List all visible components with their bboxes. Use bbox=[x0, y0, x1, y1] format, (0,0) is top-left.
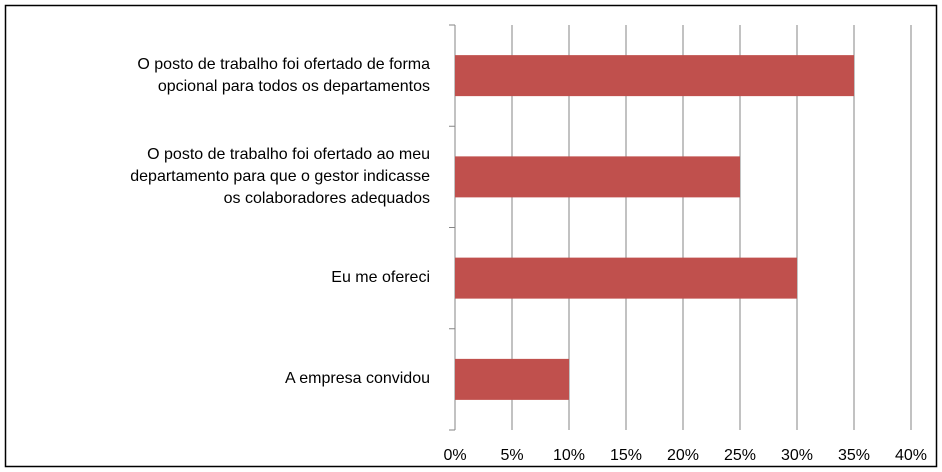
y-tick-label: O posto de trabalho foi ofertado ao meu … bbox=[130, 145, 430, 207]
x-tick-label: 35% bbox=[838, 447, 870, 464]
y-tick-label: O posto de trabalho foi ofertado de form… bbox=[137, 55, 430, 95]
bar bbox=[455, 55, 854, 97]
y-tick-label: A empresa convidou bbox=[285, 370, 430, 388]
bar bbox=[455, 257, 797, 299]
x-tick-label: 20% bbox=[667, 447, 699, 464]
x-tick-label: 0% bbox=[443, 447, 466, 464]
x-tick-label: 25% bbox=[724, 447, 756, 464]
x-tick-label: 40% bbox=[895, 447, 927, 464]
bar bbox=[455, 358, 569, 400]
x-tick-label: 10% bbox=[553, 447, 585, 464]
x-tick-label: 30% bbox=[781, 447, 813, 464]
bar bbox=[455, 156, 740, 198]
x-tick-label: 5% bbox=[500, 447, 523, 464]
y-tick-label: Eu me ofereci bbox=[331, 269, 430, 287]
x-tick-label: 15% bbox=[610, 447, 642, 464]
